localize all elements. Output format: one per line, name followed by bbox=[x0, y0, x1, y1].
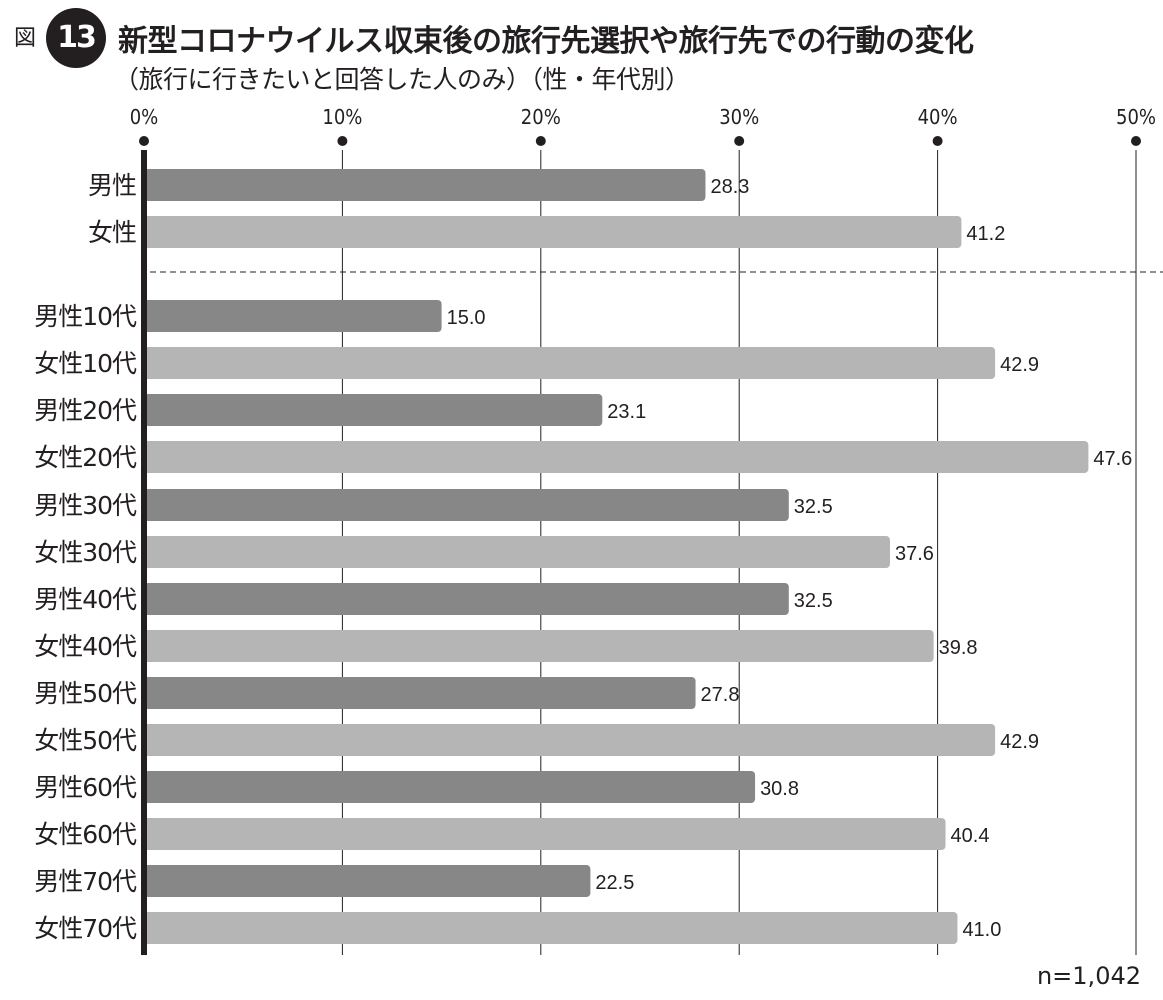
tick-label: 10% bbox=[322, 105, 362, 129]
data-label: 37.6 bbox=[895, 543, 934, 565]
bar-female bbox=[144, 912, 958, 944]
data-label: 22.5 bbox=[595, 872, 634, 894]
tick-dot bbox=[139, 136, 149, 146]
bar-male bbox=[144, 583, 789, 615]
data-label: 41.0 bbox=[962, 919, 1001, 941]
category-label: 男性50代 bbox=[34, 679, 137, 708]
tick-dot bbox=[535, 136, 546, 146]
figure-number-badge: 13 bbox=[46, 8, 106, 68]
bar-male bbox=[144, 865, 591, 897]
bar-male bbox=[144, 677, 696, 709]
chart-title: 新型コロナウイルス収束後の旅行先選択や旅行先での行動の変化 bbox=[118, 24, 974, 59]
data-label: 23.1 bbox=[607, 401, 646, 423]
tick-label: 0% bbox=[130, 105, 159, 129]
bar-female bbox=[144, 441, 1089, 473]
data-label: 27.8 bbox=[701, 684, 740, 706]
sample-size-note: n=1,042 bbox=[1036, 962, 1141, 990]
bar-male bbox=[144, 771, 756, 803]
bar-female bbox=[144, 818, 946, 850]
bar-male bbox=[144, 169, 706, 201]
figure-label: 図 bbox=[14, 26, 37, 51]
data-label: 28.3 bbox=[710, 176, 749, 198]
category-label: 女性10代 bbox=[34, 349, 137, 378]
tick-label: 50% bbox=[1116, 105, 1156, 129]
data-label: 39.8 bbox=[939, 637, 978, 659]
category-label: 女性 bbox=[88, 218, 136, 247]
category-label: 女性70代 bbox=[34, 914, 137, 943]
category-label: 男性10代 bbox=[34, 302, 137, 331]
data-label: 42.9 bbox=[1000, 354, 1039, 376]
chart-subtitle: （旅行に行きたいと回答した人のみ）（性・年代別） bbox=[114, 65, 690, 94]
category-label: 男性 bbox=[88, 171, 136, 200]
data-label: 30.8 bbox=[760, 778, 799, 800]
bar-male bbox=[144, 489, 789, 521]
bar-female bbox=[144, 347, 996, 379]
y-axis-line bbox=[141, 150, 147, 955]
category-label: 女性20代 bbox=[34, 443, 137, 472]
data-label: 47.6 bbox=[1093, 448, 1132, 470]
tick-label: 40% bbox=[918, 105, 958, 129]
category-label: 女性30代 bbox=[34, 538, 137, 567]
tick-dot bbox=[932, 136, 943, 146]
category-label: 男性70代 bbox=[34, 867, 137, 896]
data-label: 32.5 bbox=[794, 590, 833, 612]
data-label: 40.4 bbox=[951, 825, 990, 847]
chart-header: 図 13 新型コロナウイルス収束後の旅行先選択や旅行先での行動の変化 （旅行に行… bbox=[14, 8, 1154, 98]
tick-label: 20% bbox=[521, 105, 561, 129]
data-label: 32.5 bbox=[794, 496, 833, 518]
category-label: 男性30代 bbox=[34, 491, 137, 520]
category-label: 女性50代 bbox=[34, 726, 137, 755]
category-label: 男性60代 bbox=[34, 773, 137, 802]
bar-female bbox=[144, 724, 996, 756]
tick-dot bbox=[1131, 136, 1141, 146]
bar-female bbox=[144, 630, 934, 662]
data-label: 42.9 bbox=[1000, 731, 1039, 753]
category-label: 女性60代 bbox=[34, 820, 137, 849]
category-label: 男性20代 bbox=[34, 396, 137, 425]
bar-female bbox=[144, 216, 962, 248]
tick-label: 30% bbox=[719, 105, 759, 129]
bar-female bbox=[144, 536, 890, 568]
category-label: 男性40代 bbox=[34, 585, 137, 614]
category-label: 女性40代 bbox=[34, 632, 137, 661]
bar-male bbox=[144, 394, 603, 426]
bar-male bbox=[144, 300, 442, 332]
data-label: 15.0 bbox=[447, 307, 486, 329]
tick-dot bbox=[734, 136, 745, 146]
tick-dot bbox=[337, 136, 348, 146]
data-label: 41.2 bbox=[966, 223, 1005, 245]
